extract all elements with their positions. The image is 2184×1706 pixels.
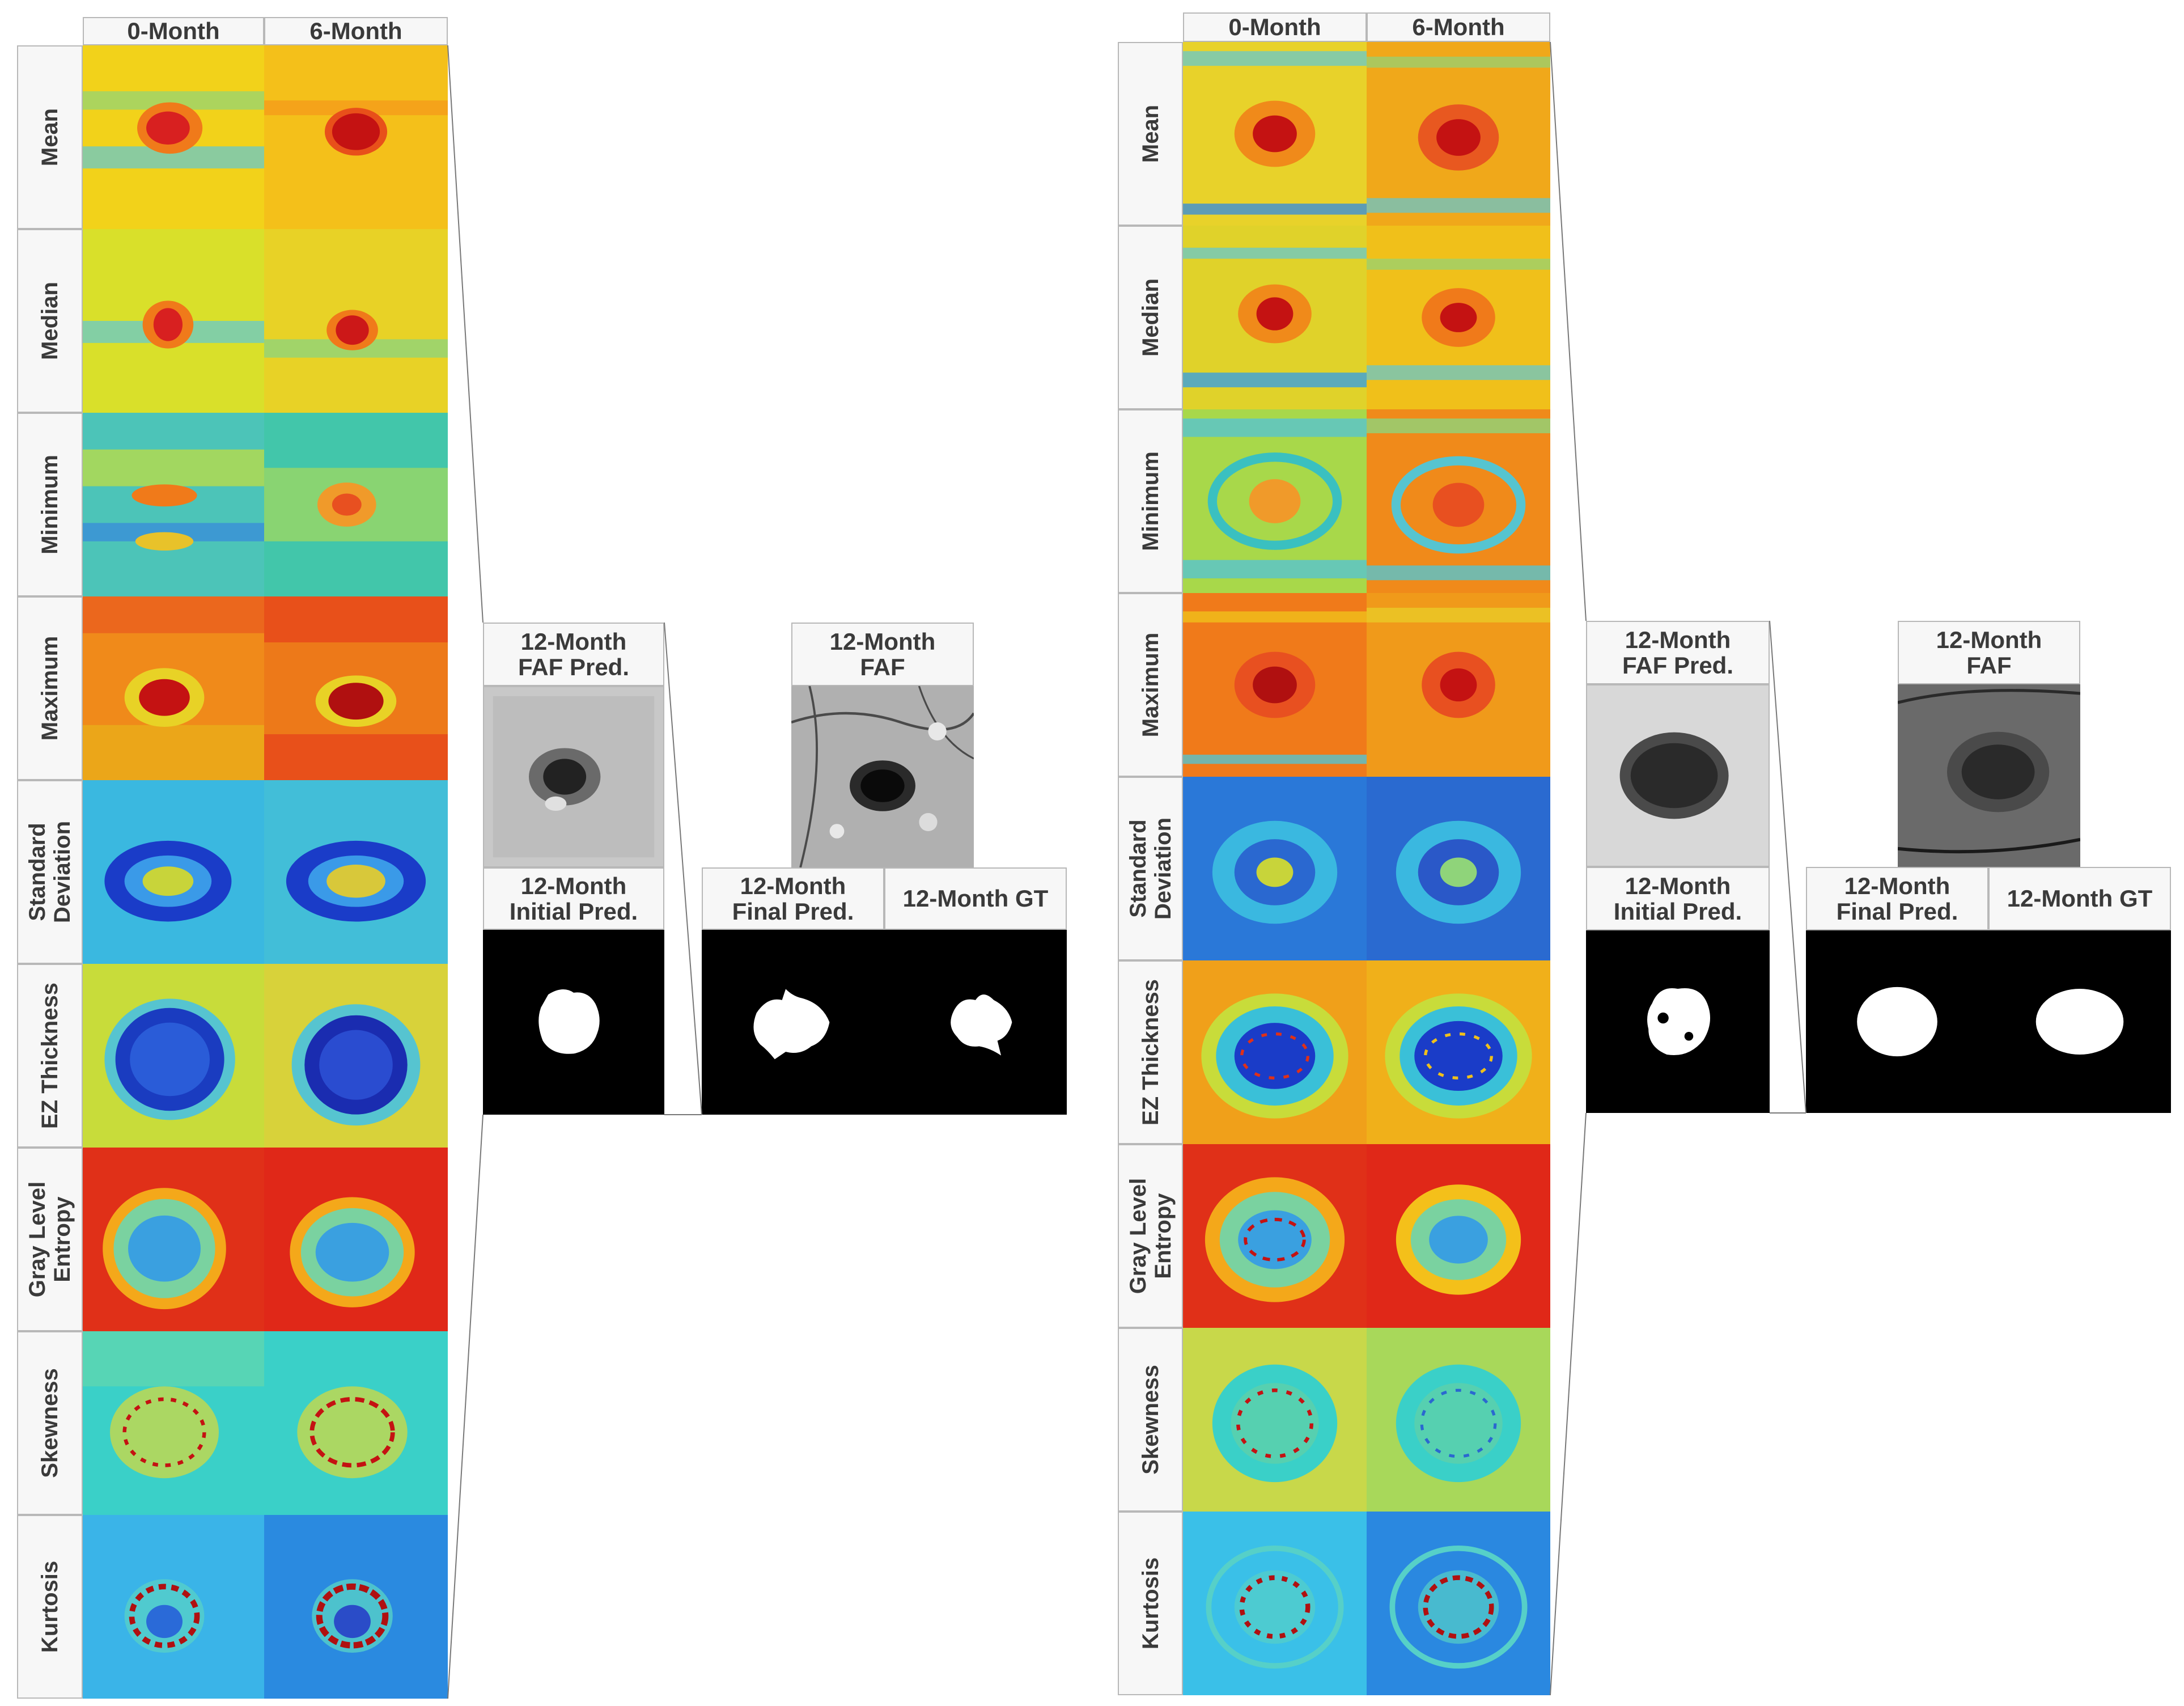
heatmap-left-minimum-6 [264, 413, 448, 596]
heatmap-right-kurtosis-6 [1367, 1512, 1550, 1695]
heatmap-left-minimum-0 [83, 413, 264, 596]
row-label-mean-right: Mean [1118, 42, 1183, 226]
heatmap-left-ez-6 [264, 964, 448, 1148]
row-label-kurtosis-right: Kurtosis [1118, 1512, 1183, 1695]
row-label-gray-level-entropy-right: Gray Level Entropy [1118, 1144, 1183, 1328]
heatmap-left-entropy-0 [83, 1148, 264, 1331]
heatmap-left-ez-0 [83, 964, 264, 1148]
heatmap-left-entropy-6 [264, 1148, 448, 1331]
row-label-minimum: Minimum [17, 413, 83, 596]
heatmap-right-entropy-6 [1367, 1144, 1550, 1328]
heatmap-left-kurtosis-0 [83, 1515, 264, 1699]
header-gt-left: 12-Month GT [884, 867, 1067, 930]
heatmap-left-std-6 [264, 780, 448, 964]
header-final-pred-left: 12-Month Final Pred. [702, 867, 884, 930]
heatmap-right-std-0 [1183, 777, 1367, 960]
heatmap-left-skewness-0 [83, 1331, 264, 1515]
row-label-gray-level-entropy: Gray Level Entropy [17, 1148, 83, 1331]
final-pred-mask-left [702, 930, 884, 1115]
row-label-median-right: Median [1118, 226, 1183, 409]
row-label-ez-thickness-right: EZ Thickness [1118, 960, 1183, 1144]
heatmap-right-median-0 [1183, 226, 1367, 409]
heatmap-left-kurtosis-6 [264, 1515, 448, 1699]
gt-mask-right [1988, 930, 2171, 1113]
heatmap-left-maximum-6 [264, 596, 448, 780]
row-label-skewness: Skewness [17, 1331, 83, 1515]
heatmap-right-std-6 [1367, 777, 1550, 960]
row-label-mean: Mean [17, 45, 83, 229]
header-faf-left: 12-Month FAF [791, 623, 974, 686]
heatmap-left-median-6 [264, 229, 448, 413]
row-label-minimum-right: Minimum [1118, 409, 1183, 593]
heatmap-left-skewness-6 [264, 1331, 448, 1515]
heatmap-left-mean-6 [264, 45, 448, 229]
heatmap-left-maximum-0 [83, 596, 264, 780]
row-label-maximum-right: Maximum [1118, 593, 1183, 777]
heatmap-left-std-0 [83, 780, 264, 964]
column-header-0-month-right: 0-Month [1183, 12, 1367, 42]
column-header-0-month: 0-Month [83, 17, 264, 45]
column-header-6-month: 6-Month [264, 17, 448, 45]
row-label-standard-deviation-right: Standard Deviation [1118, 777, 1183, 960]
header-gt-right: 12-Month GT [1988, 867, 2171, 930]
heatmap-right-minimum-0 [1183, 409, 1367, 593]
heatmap-right-maximum-6 [1367, 593, 1550, 777]
faf-image-left [791, 686, 974, 867]
column-header-6-month-right: 6-Month [1367, 12, 1550, 42]
heatmap-right-ez-6 [1367, 960, 1550, 1144]
heatmap-right-kurtosis-0 [1183, 1512, 1367, 1695]
faf-pred-image-right [1586, 684, 1770, 867]
heatmap-right-minimum-6 [1367, 409, 1550, 593]
heatmap-right-median-6 [1367, 226, 1550, 409]
row-label-maximum: Maximum [17, 596, 83, 780]
heatmap-right-ez-0 [1183, 960, 1367, 1144]
heatmap-right-mean-0 [1183, 42, 1367, 226]
faf-image-right [1898, 684, 2080, 867]
header-faf-pred-left: 12-Month FAF Pred. [483, 623, 664, 686]
heatmap-left-mean-0 [83, 45, 264, 229]
row-label-median: Median [17, 229, 83, 413]
row-label-ez-thickness: EZ Thickness [17, 964, 83, 1148]
heatmap-right-mean-6 [1367, 42, 1550, 226]
header-final-pred-right: 12-Month Final Pred. [1806, 867, 1988, 930]
row-label-skewness-right: Skewness [1118, 1328, 1183, 1512]
heatmap-right-skewness-6 [1367, 1328, 1550, 1512]
heatmap-right-maximum-0 [1183, 593, 1367, 777]
initial-pred-mask-right [1586, 930, 1770, 1113]
heatmap-left-median-0 [83, 229, 264, 413]
heatmap-right-skewness-0 [1183, 1328, 1367, 1512]
header-faf-pred-right: 12-Month FAF Pred. [1586, 621, 1770, 684]
heatmap-right-entropy-0 [1183, 1144, 1367, 1328]
final-pred-mask-right [1806, 930, 1988, 1113]
row-label-standard-deviation: Standard Deviation [17, 780, 83, 964]
row-label-kurtosis: Kurtosis [17, 1515, 83, 1699]
header-initial-pred-left: 12-Month Initial Pred. [483, 867, 664, 930]
header-faf-right: 12-Month FAF [1898, 621, 2080, 684]
faf-pred-image-left [483, 686, 664, 867]
gt-mask-left [884, 930, 1067, 1115]
header-initial-pred-right: 12-Month Initial Pred. [1586, 867, 1770, 930]
initial-pred-mask-left [483, 930, 664, 1115]
